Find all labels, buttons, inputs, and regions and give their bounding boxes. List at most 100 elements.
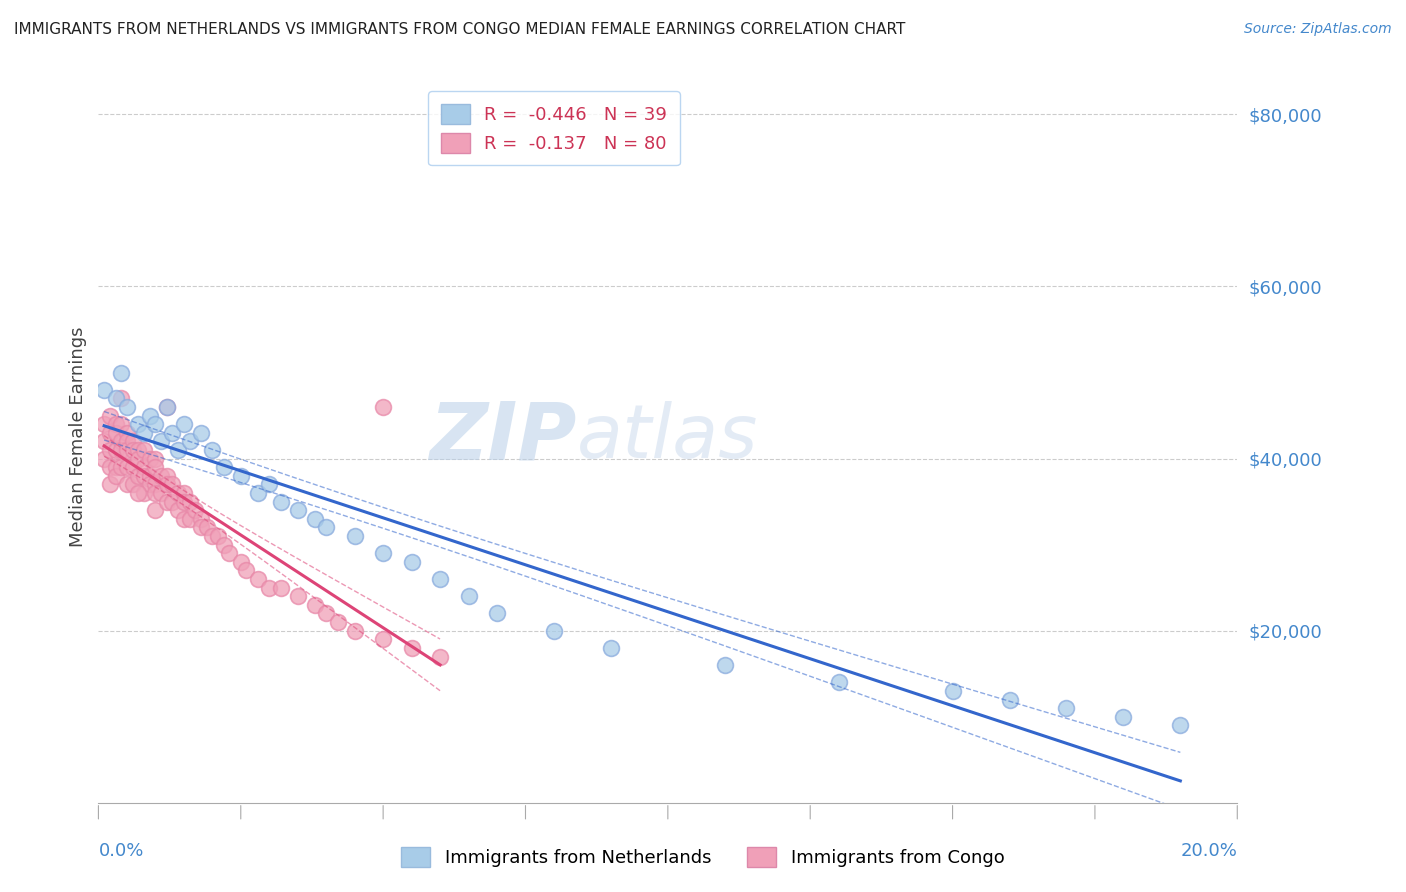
Point bbox=[343, 624, 366, 638]
Point bbox=[110, 392, 132, 406]
Point bbox=[156, 468, 179, 483]
Point bbox=[145, 451, 167, 466]
Point bbox=[179, 494, 201, 508]
Point bbox=[315, 607, 337, 621]
Point bbox=[1056, 701, 1078, 715]
Point bbox=[373, 400, 395, 414]
Point bbox=[156, 494, 179, 508]
Point bbox=[110, 417, 132, 432]
Point bbox=[167, 442, 190, 457]
Point bbox=[184, 503, 207, 517]
Point bbox=[828, 675, 851, 690]
Point bbox=[259, 581, 281, 595]
Point bbox=[714, 658, 737, 673]
Point bbox=[104, 442, 127, 457]
Point bbox=[304, 598, 326, 612]
Point bbox=[145, 486, 167, 500]
Point bbox=[156, 477, 179, 491]
Point bbox=[167, 503, 190, 517]
Point bbox=[150, 468, 173, 483]
Y-axis label: Median Female Earnings: Median Female Earnings bbox=[69, 326, 87, 548]
Point bbox=[207, 529, 229, 543]
Point bbox=[104, 392, 127, 406]
Point bbox=[167, 486, 190, 500]
Point bbox=[218, 546, 240, 560]
Point bbox=[127, 442, 149, 457]
Point bbox=[93, 451, 115, 466]
Point bbox=[150, 486, 173, 500]
Text: Source: ZipAtlas.com: Source: ZipAtlas.com bbox=[1244, 22, 1392, 37]
Point bbox=[173, 486, 195, 500]
Point bbox=[115, 460, 138, 475]
Point bbox=[127, 417, 149, 432]
Point bbox=[121, 442, 143, 457]
Point bbox=[429, 649, 451, 664]
Point bbox=[132, 425, 155, 440]
Point bbox=[145, 477, 167, 491]
Point bbox=[162, 494, 184, 508]
Point bbox=[998, 692, 1021, 706]
Point bbox=[401, 555, 423, 569]
Point bbox=[543, 624, 565, 638]
Point bbox=[98, 409, 121, 423]
Point bbox=[486, 607, 509, 621]
Text: 0.0%: 0.0% bbox=[98, 841, 143, 860]
Point bbox=[93, 417, 115, 432]
Text: ZIP: ZIP bbox=[429, 398, 576, 476]
Point bbox=[201, 442, 224, 457]
Point bbox=[259, 477, 281, 491]
Point bbox=[1112, 710, 1135, 724]
Point bbox=[110, 442, 132, 457]
Point bbox=[600, 640, 623, 655]
Point bbox=[138, 451, 160, 466]
Point bbox=[104, 417, 127, 432]
Point bbox=[115, 442, 138, 457]
Point bbox=[156, 400, 179, 414]
Point bbox=[287, 589, 309, 603]
Point bbox=[98, 477, 121, 491]
Point bbox=[246, 572, 269, 586]
Point bbox=[121, 477, 143, 491]
Point bbox=[270, 581, 292, 595]
Legend: Immigrants from Netherlands, Immigrants from Congo: Immigrants from Netherlands, Immigrants … bbox=[394, 839, 1012, 874]
Point bbox=[457, 589, 479, 603]
Point bbox=[127, 468, 149, 483]
Point bbox=[179, 434, 201, 449]
Point bbox=[115, 434, 138, 449]
Point bbox=[127, 451, 149, 466]
Point bbox=[110, 460, 132, 475]
Point bbox=[429, 572, 451, 586]
Point bbox=[132, 486, 155, 500]
Point bbox=[229, 555, 252, 569]
Point bbox=[93, 383, 115, 397]
Point bbox=[190, 425, 212, 440]
Point bbox=[115, 477, 138, 491]
Point bbox=[173, 512, 195, 526]
Point bbox=[98, 442, 121, 457]
Point bbox=[121, 460, 143, 475]
Point bbox=[246, 486, 269, 500]
Point bbox=[138, 409, 160, 423]
Point bbox=[229, 468, 252, 483]
Point bbox=[190, 512, 212, 526]
Point bbox=[315, 520, 337, 534]
Point bbox=[270, 494, 292, 508]
Point bbox=[156, 400, 179, 414]
Text: 20.0%: 20.0% bbox=[1181, 841, 1237, 860]
Point bbox=[138, 477, 160, 491]
Point bbox=[162, 477, 184, 491]
Point bbox=[212, 538, 235, 552]
Point bbox=[98, 460, 121, 475]
Point bbox=[373, 546, 395, 560]
Point bbox=[942, 684, 965, 698]
Point bbox=[212, 460, 235, 475]
Point bbox=[179, 512, 201, 526]
Point bbox=[235, 564, 257, 578]
Text: atlas: atlas bbox=[576, 401, 758, 473]
Point bbox=[173, 417, 195, 432]
Point bbox=[115, 425, 138, 440]
Point bbox=[110, 434, 132, 449]
Legend: R =  -0.446   N = 39, R =  -0.137   N = 80: R = -0.446 N = 39, R = -0.137 N = 80 bbox=[429, 91, 679, 165]
Point bbox=[127, 486, 149, 500]
Point bbox=[373, 632, 395, 647]
